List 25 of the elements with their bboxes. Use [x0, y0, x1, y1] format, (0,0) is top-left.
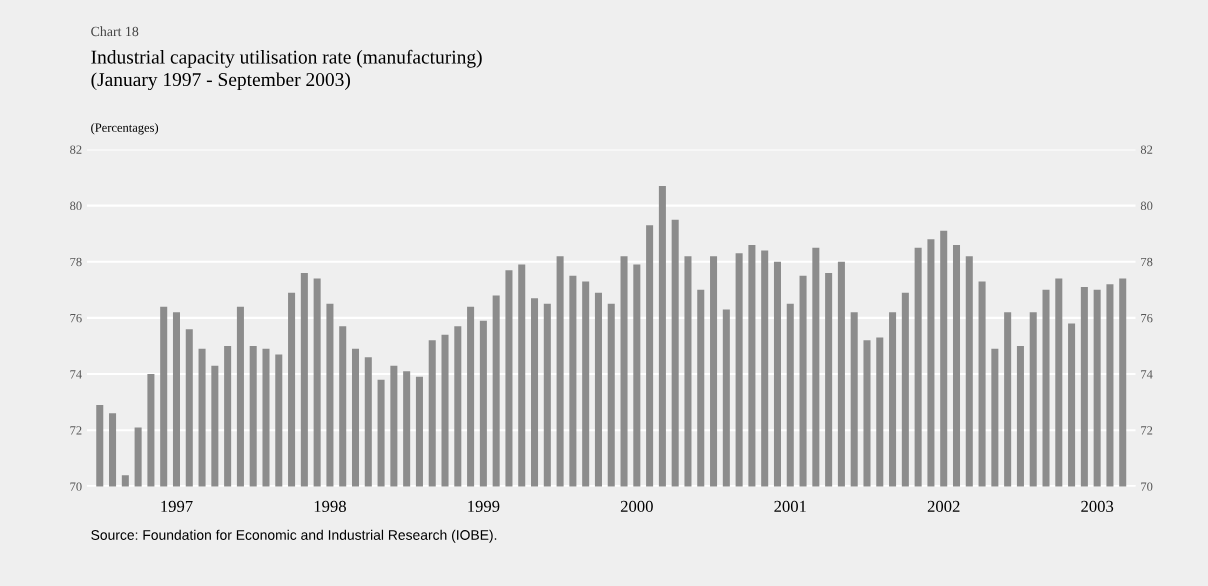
y-tick-label: 82	[70, 145, 82, 154]
y2-tick-label: 76	[1141, 313, 1153, 323]
source-note: Source: Foundation for Economic and Industrial Research (IOBE).	[91, 529, 497, 543]
y-tick-label: 78	[70, 257, 82, 267]
x-tick-label: 2003	[1081, 500, 1114, 512]
x-tick-label: 2000	[620, 500, 653, 512]
y2-tick-label: 78	[1141, 257, 1153, 267]
x-tick-label: 1998	[314, 500, 346, 512]
caption: Chart 18	[91, 26, 139, 37]
x-tick-label: 2002	[927, 500, 960, 512]
chart-subtitle: (Percentages)	[91, 123, 159, 135]
chart-title: Industrial capacity utilisation rate (manufacturing) (January 1997 - September 2003)	[91, 49, 482, 91]
y2-tick-label: 72	[1141, 426, 1153, 435]
y2-tick-label: 80	[1140, 201, 1153, 211]
x-tick-label: 2001	[774, 500, 806, 512]
y-tick-label: 72	[70, 426, 82, 435]
y-tick-label: 74	[70, 370, 82, 379]
x-tick-label: 1997	[161, 500, 193, 512]
y-tick-label: 76	[70, 313, 82, 323]
x-tick-label: 1999	[468, 500, 500, 512]
y2-tick-label: 70	[1141, 482, 1153, 491]
y-tick-label: 80	[70, 201, 82, 211]
y2-tick-label: 82	[1140, 145, 1153, 154]
y-tick-label: 70	[70, 482, 82, 491]
y2-tick-label: 74	[1141, 370, 1153, 379]
